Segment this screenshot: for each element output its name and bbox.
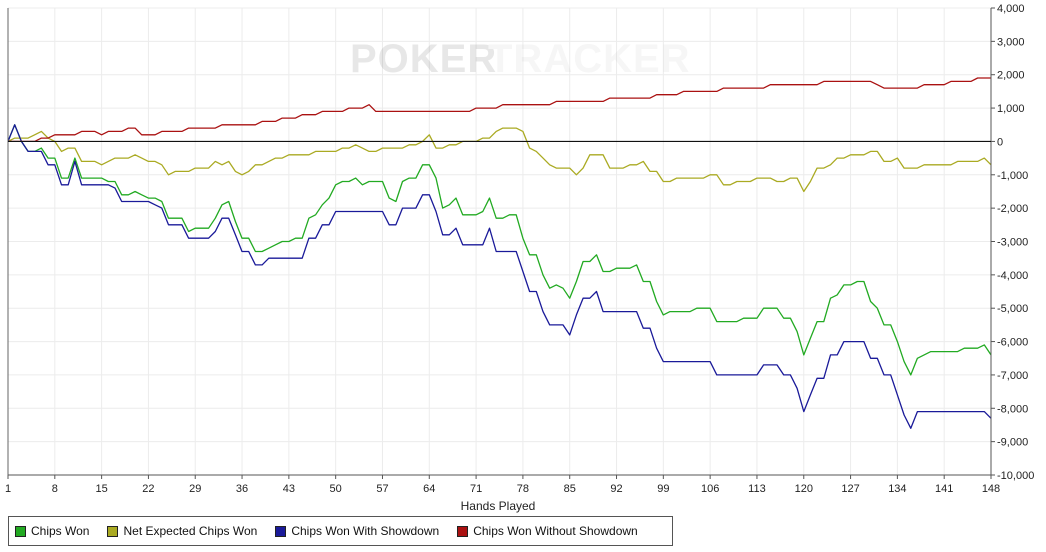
x-tick-label: 15 (95, 483, 107, 495)
legend-swatch (457, 525, 469, 537)
legend-item: Chips Won (15, 524, 89, 538)
y-tick-label: -7,000 (997, 370, 1028, 382)
x-tick-label: 92 (610, 483, 622, 495)
legend-item: Net Expected Chips Won (107, 524, 257, 538)
legend-swatch (275, 525, 287, 537)
grid (7, 7, 992, 476)
y-tick-label: -2,000 (997, 203, 1028, 215)
y-tick-label: -3,000 (997, 237, 1028, 249)
axes (7, 7, 995, 479)
x-tick-label: 43 (283, 483, 295, 495)
y-tick-label: -9,000 (997, 437, 1028, 449)
x-tick-label: 141 (935, 483, 953, 495)
x-tick-label: 78 (517, 483, 529, 495)
legend-label: Chips Won Without Showdown (473, 524, 638, 538)
x-tick-label: 127 (841, 483, 859, 495)
legend-swatch (15, 525, 26, 537)
tick-labels: 4,000 3,000 2,000 1,000 0 -1,000 -2,000 -3,000 -… (5, 3, 1034, 495)
y-tick-label: 2,000 (997, 70, 1025, 82)
x-tick-label: 22 (142, 483, 154, 495)
x-tick-label: 99 (657, 483, 669, 495)
y-tick-label: 0 (997, 136, 1003, 148)
x-tick-label: 106 (701, 483, 719, 495)
y-tick-label: 4,000 (997, 3, 1025, 15)
x-tick-label: 57 (376, 483, 388, 495)
series-line-chips-won-without-showdown (8, 77, 991, 143)
x-tick-label: 148 (982, 483, 1000, 495)
y-tick-label: -8,000 (997, 403, 1028, 415)
x-tick-label: 36 (236, 483, 248, 495)
series-line-chips-won-with-showdown (7, 124, 992, 429)
legend-swatch (107, 525, 119, 537)
legend-label: Net Expected Chips Won (123, 524, 258, 538)
x-tick-label: 71 (470, 483, 482, 495)
watermark-right: TRACKER (488, 37, 691, 81)
x-tick-label: 134 (888, 483, 906, 495)
legend-item: Chips Won With Showdown (275, 524, 439, 538)
x-tick-label: 113 (748, 483, 766, 495)
series-lines (7, 77, 992, 429)
series-line-net-expected-chips-won (7, 127, 992, 193)
x-tick-label: 85 (564, 483, 576, 495)
watermark: POKER TRACKER (350, 37, 691, 81)
y-tick-label: -1,000 (997, 170, 1028, 182)
legend-label: Chips Won (31, 524, 90, 538)
series-line-chips-won (7, 124, 992, 376)
y-tick-label: -5,000 (997, 303, 1028, 315)
y-tick-label: -10,000 (997, 470, 1034, 482)
legend-item: Chips Won Without Showdown (457, 524, 638, 538)
x-tick-label: 8 (52, 483, 58, 495)
x-tick-label: 50 (330, 483, 342, 495)
x-tick-label: 120 (795, 483, 813, 495)
legend-label: Chips Won With Showdown (291, 524, 440, 538)
y-tick-label: 1,000 (997, 103, 1025, 115)
x-tick-label: 1 (5, 483, 11, 495)
chart: POKER TRACKER 4,000 3,000 2,000 1,000 0 -1,00… (5, 3, 1034, 513)
x-axis-title: Hands Played (461, 499, 536, 513)
legend: Chips Won Net Expected Chips Won Chips Won… (8, 516, 673, 546)
y-tick-label: 3,000 (997, 36, 1025, 48)
x-tick-label: 29 (189, 483, 201, 495)
watermark-left: POKER (350, 37, 497, 81)
y-tick-label: -6,000 (997, 337, 1028, 349)
x-tick-label: 64 (423, 483, 435, 495)
y-tick-label: -4,000 (997, 270, 1028, 282)
